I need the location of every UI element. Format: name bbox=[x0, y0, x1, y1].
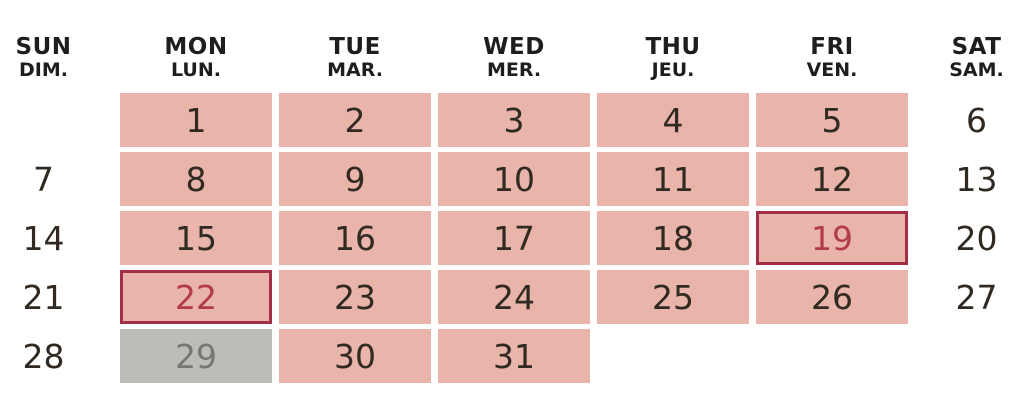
day-cell bbox=[0, 93, 113, 147]
day-cell: 11 bbox=[597, 152, 749, 207]
weekday-header-sat: SAT SAM. bbox=[915, 35, 1024, 81]
day-cell bbox=[756, 329, 908, 383]
day-cell: 8 bbox=[120, 152, 272, 207]
bilingual-calendar: SUN DIM. MON LUN. TUE MAR. WED MER. THU … bbox=[0, 35, 1024, 384]
day-cell: 6 bbox=[966, 100, 987, 140]
weekday-header-tue: TUE MAR. bbox=[279, 35, 431, 81]
weekday-header-mon: MON LUN. bbox=[120, 35, 272, 81]
day-cell: 7 bbox=[33, 159, 54, 199]
day-cell: 30 bbox=[279, 329, 431, 384]
weekday-label-en: THU bbox=[645, 34, 701, 60]
day-cell-highlighted: 19 bbox=[756, 211, 908, 266]
day-cell: 12 bbox=[756, 152, 908, 207]
weekday-label-fr: JEU. bbox=[651, 59, 695, 82]
day-cell: 24 bbox=[438, 270, 590, 325]
day-cell: 23 bbox=[279, 270, 431, 325]
day-cell bbox=[597, 329, 749, 383]
weekday-header-thu: THU JEU. bbox=[597, 35, 749, 81]
day-cell: 2 bbox=[279, 93, 431, 148]
weekday-header-sun: SUN DIM. bbox=[0, 35, 113, 81]
day-cell: 13 bbox=[955, 159, 998, 199]
day-cell-highlighted: 22 bbox=[120, 270, 272, 325]
day-cell: 17 bbox=[438, 211, 590, 266]
weekday-label-fr: LUN. bbox=[171, 59, 221, 82]
day-cell: 20 bbox=[955, 218, 998, 258]
weekday-label-en: WED bbox=[483, 34, 545, 60]
weekday-label-fr: DIM. bbox=[19, 59, 68, 82]
weekday-label-en: SUN bbox=[15, 34, 72, 60]
calendar-grid: 1 2 3 4 5 6 7 8 9 10 11 12 13 14 15 16 1… bbox=[0, 93, 1024, 384]
day-cell: 3 bbox=[438, 93, 590, 148]
weekday-label-fr: VEN. bbox=[806, 59, 858, 82]
day-cell: 15 bbox=[120, 211, 272, 266]
day-cell: 4 bbox=[597, 93, 749, 148]
weekday-label-en: SAT bbox=[951, 34, 1002, 60]
day-cell-gray: 29 bbox=[120, 329, 272, 384]
day-cell: 26 bbox=[756, 270, 908, 325]
weekday-label-fr: MER. bbox=[486, 59, 542, 82]
day-cell: 27 bbox=[955, 277, 998, 317]
day-cell: 31 bbox=[438, 329, 590, 384]
day-cell: 28 bbox=[22, 336, 65, 376]
weekday-header-wed: WED MER. bbox=[438, 35, 590, 81]
day-cell: 1 bbox=[120, 93, 272, 148]
day-cell: 5 bbox=[756, 93, 908, 148]
weekday-label-fr: MAR. bbox=[327, 59, 383, 82]
day-cell: 9 bbox=[279, 152, 431, 207]
weekday-label-en: TUE bbox=[329, 34, 381, 60]
weekday-label-en: MON bbox=[164, 34, 228, 60]
day-cell: 25 bbox=[597, 270, 749, 325]
weekday-header-fri: FRI VEN. bbox=[756, 35, 908, 81]
weekday-header-row: SUN DIM. MON LUN. TUE MAR. WED MER. THU … bbox=[0, 35, 1024, 81]
day-cell: 14 bbox=[22, 218, 65, 258]
weekday-label-fr: SAM. bbox=[949, 59, 1004, 82]
day-cell: 18 bbox=[597, 211, 749, 266]
day-cell bbox=[915, 329, 1024, 383]
day-cell: 10 bbox=[438, 152, 590, 207]
weekday-label-en: FRI bbox=[810, 34, 854, 60]
day-cell: 21 bbox=[22, 277, 65, 317]
day-cell: 16 bbox=[279, 211, 431, 266]
